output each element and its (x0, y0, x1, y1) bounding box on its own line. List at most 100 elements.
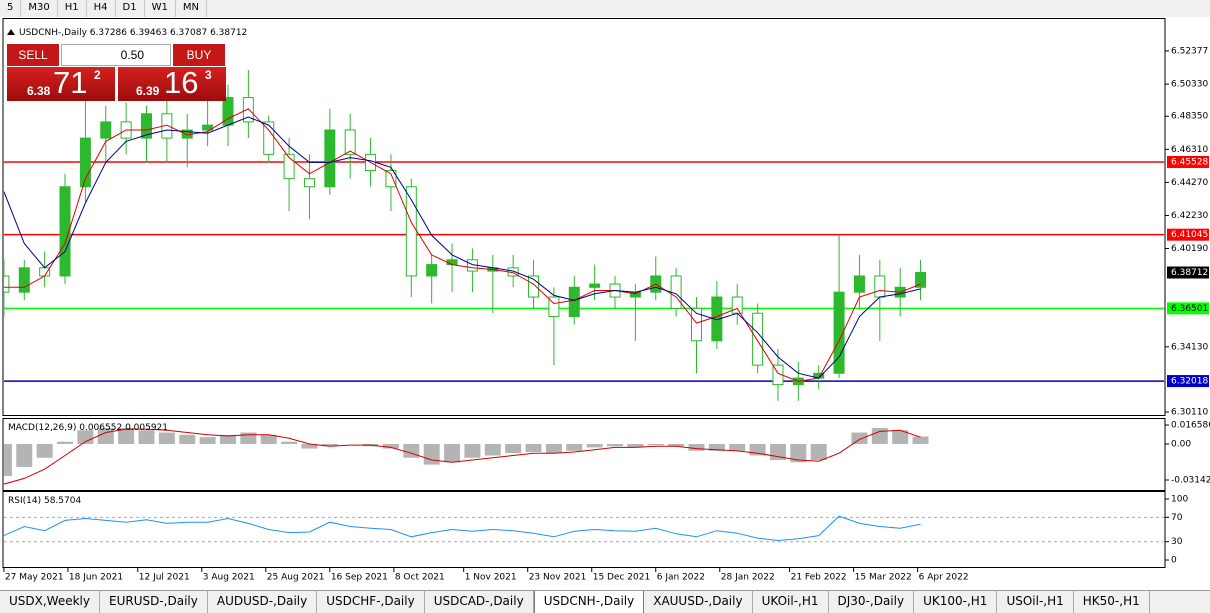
macd-bar (566, 443, 583, 451)
macd-bar (219, 434, 236, 444)
x-tick-label: 18 Jun 2021 (69, 573, 123, 583)
chart-header: USDCNH-,Daily 6.37286 6.39463 6.37087 6.… (19, 28, 247, 38)
x-tick-label: 23 Nov 2021 (529, 573, 587, 583)
macd-bar (647, 443, 664, 446)
buy-price[interactable]: 6.39 16 3 (118, 65, 226, 101)
macd-bar (871, 427, 888, 444)
macd-bar (729, 443, 746, 451)
price-sup: 2 (94, 68, 101, 82)
level-label: 6.45528 (1171, 157, 1208, 167)
ohlc-value: 6.38712 (210, 28, 247, 38)
chart-tab[interactable]: EURUSD-,Daily (100, 591, 208, 613)
macd-bar (708, 443, 725, 451)
price-big: 71 (53, 65, 88, 100)
indicator-text: RSI(14) (8, 496, 41, 506)
macd-bar (545, 443, 562, 454)
y-tick-label: 100 (1171, 495, 1188, 505)
price-head: 6.39 (136, 84, 160, 98)
candle-body (141, 113, 152, 139)
candle-body (874, 275, 886, 298)
macd-bar (607, 443, 624, 447)
macd-bar (851, 432, 868, 444)
rsi-panel (2, 491, 1166, 568)
macd-bar (810, 443, 827, 461)
chart-tab[interactable]: HK50-,H1 (1074, 591, 1150, 613)
price-head: 6.38 (27, 84, 51, 98)
chart-tab[interactable]: AUDUSD-,Daily (208, 591, 318, 613)
candle-body (426, 264, 438, 277)
y-tick-label: 6.40190 (1171, 244, 1208, 254)
candle-body (915, 272, 927, 288)
panel-layer (4, 70, 1164, 401)
x-tick-label: 12 Jul 2021 (139, 573, 190, 583)
candle-body (405, 186, 417, 277)
candle-body (4, 275, 10, 293)
timeframe-button[interactable]: W1 (145, 0, 176, 17)
candle-body (568, 286, 580, 317)
chart-tab[interactable]: USDCAD-,Daily (425, 591, 534, 613)
candle-body (690, 307, 702, 342)
candle-body (79, 137, 91, 188)
macd-bar (57, 441, 74, 444)
macd-bar (158, 432, 175, 444)
price-sup: 3 (205, 68, 212, 82)
y-tick-label: 6.48350 (1171, 112, 1208, 122)
y-tick-label: 70 (1171, 513, 1183, 523)
timeframe-button[interactable]: H4 (87, 0, 116, 17)
timeframe-button[interactable]: H1 (58, 0, 87, 17)
x-tick-label: 8 Oct 2021 (395, 573, 445, 583)
chart-tab[interactable]: UK100-,H1 (914, 591, 998, 613)
candle-body (833, 291, 845, 374)
price-label: 6.38712 (1171, 268, 1208, 278)
macd-bar (525, 443, 542, 453)
x-tick-label: 21 Feb 2022 (791, 573, 847, 583)
timeframe-button[interactable]: 5 (0, 0, 22, 17)
macd-bar (790, 443, 807, 463)
macd-bar (281, 441, 298, 444)
timeframe-button[interactable]: MN (176, 0, 207, 17)
chart-tab[interactable]: DJ30-,Daily (829, 591, 915, 613)
timeframe-toolbar: 5 M30 H1 H4 D1 W1 MN (0, 0, 1210, 17)
chart-tab[interactable]: UKOil-,H1 (753, 591, 829, 613)
timeframe-button[interactable]: D1 (116, 0, 145, 17)
macd-bar (403, 443, 420, 458)
macd-bar (16, 443, 33, 467)
chart-window: 6.52377 6.50330 6.48350 6.46310 6.44270 6.422… (2, 18, 1210, 583)
candle-body (18, 267, 30, 293)
candle-body (344, 129, 356, 155)
candle-body (202, 124, 214, 131)
candle-body (752, 312, 764, 366)
macd-bar (749, 443, 766, 456)
chart-tab[interactable]: XAUUSD-,Daily (644, 591, 753, 613)
level-label-bg (1167, 302, 1209, 315)
chart-tab[interactable]: USDX,Weekly (0, 591, 100, 613)
buy-button[interactable]: BUY (173, 44, 225, 66)
macd-bar (240, 432, 257, 444)
macd-bar (688, 443, 705, 451)
sell-button[interactable]: SELL (7, 44, 59, 66)
chart-tabs: USDX,Weekly EURUSD-,Daily AUDUSD-,Daily USD… (0, 590, 1210, 613)
x-tick-label: 15 Mar 2022 (855, 573, 912, 583)
price-big: 16 (164, 65, 199, 100)
y-tick-label: 6.52377 (1171, 46, 1208, 56)
macd-bar (260, 434, 277, 444)
chart-tab[interactable]: USDCHF-,Daily (317, 591, 425, 613)
x-tick-label: 6 Apr 2022 (919, 573, 969, 583)
price-label-bg (1167, 266, 1209, 279)
ohlc-value: 6.37087 (170, 28, 207, 38)
y-tick-label: 6.34130 (1171, 342, 1208, 352)
candle-body (589, 283, 601, 288)
level-label: 6.32018 (1171, 377, 1208, 387)
chart-tab[interactable]: USDCNH-,Daily (533, 591, 645, 613)
lot-input[interactable]: 0.50 (61, 44, 171, 66)
sell-price[interactable]: 6.38 71 2 (7, 65, 115, 101)
candle-body (731, 296, 743, 314)
chart-tab[interactable]: USOil-,H1 (997, 591, 1074, 613)
timeframe-button[interactable]: M30 (21, 0, 58, 17)
macd-bar (321, 443, 338, 447)
macd-bar (36, 443, 53, 458)
macd-bar (138, 430, 155, 444)
ohlc-value: 6.37286 (90, 28, 127, 38)
y-tick-label: 6.42230 (1171, 211, 1208, 221)
candle-body (711, 296, 723, 342)
